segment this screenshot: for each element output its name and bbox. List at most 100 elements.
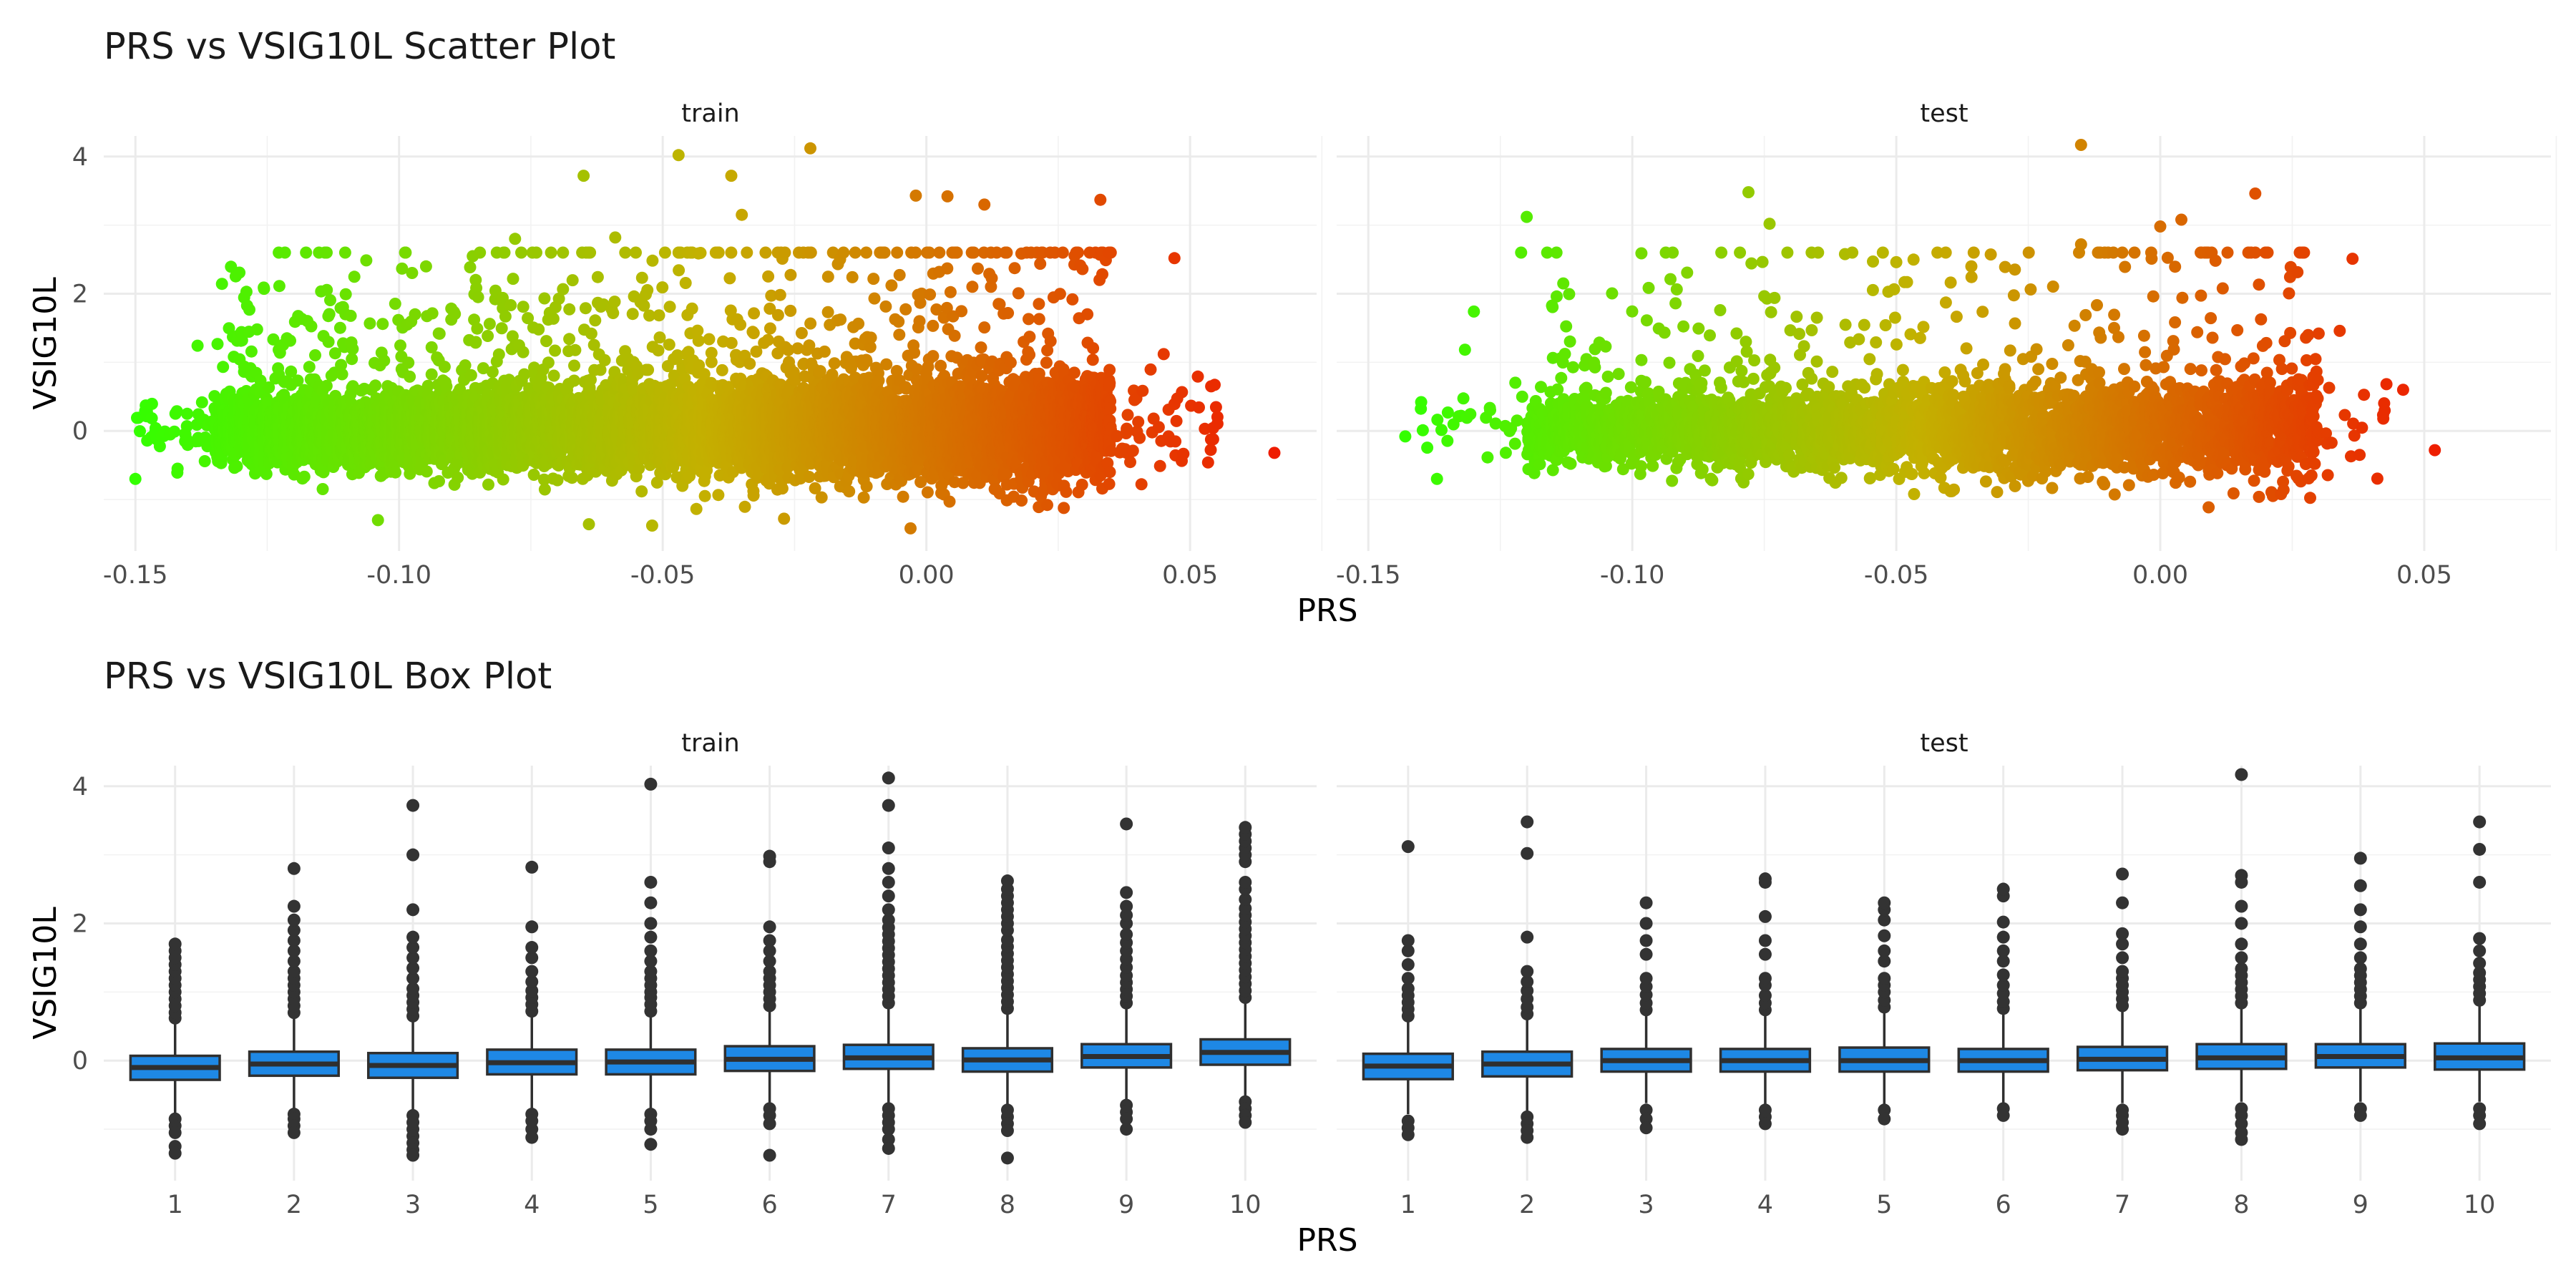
scatter-point [747,327,760,339]
scatter-point [747,489,760,502]
scatter-point [545,246,557,259]
scatter-point [723,272,736,285]
scatter-point [486,366,499,379]
scatter-title: PRS vs VSIG10L Scatter Plot [104,26,615,68]
scatter-point [360,254,373,267]
scatter-point [426,307,439,320]
scatter-point [145,412,158,424]
scatter-point [694,247,707,259]
scatter-point [482,330,494,342]
scatter-point [230,460,243,473]
scatter-point [530,246,542,259]
scatter-point [743,357,756,370]
scatter-point [399,246,412,259]
scatter-point [725,336,738,349]
scatter-point [540,335,552,348]
scatter-point [679,277,692,289]
scatter-point [303,361,316,374]
y-tick-label: 0 [72,417,88,446]
scatter-point [469,336,482,348]
scatter-point [134,425,146,438]
scatter-point [563,333,576,346]
scatter-point [741,246,753,259]
scatter-point [389,298,401,310]
scatter-point [656,281,669,294]
scatter-point [316,483,329,495]
scatter-point [563,303,576,316]
scatter-point [419,260,432,273]
scatter-x-axis-label: PRS [1297,592,1357,629]
scatter-point [323,308,336,321]
scatter-point [153,440,166,453]
scatter-chart: PRS vs VSIG10L Scatter Plot train test P… [27,26,2557,629]
scatter-point [641,284,654,296]
scatter-point [504,299,517,311]
scatter-point [198,455,211,467]
scatter-point [608,296,621,308]
scatter-point [598,353,611,366]
scatter-point [759,246,772,259]
scatter-point [243,303,255,316]
scatter-point [250,323,263,336]
scatter-point [517,301,530,313]
scatter-point [538,483,551,496]
scatter-point [402,356,415,369]
scatter-point [518,368,531,381]
scatter-point [322,336,335,348]
scatter-point [191,339,204,352]
scatter-point [672,149,685,162]
scatter-point [233,266,246,279]
scatter-point [645,519,658,532]
scatter-point [507,273,519,286]
y-tick-label: 2 [72,280,88,308]
scatter-point [195,396,208,409]
scatter-point [452,472,464,484]
scatter-point [748,307,761,320]
scatter-point [394,339,406,352]
scatter-point [712,246,725,259]
scatter-point [321,246,333,259]
scatter-point [498,246,511,259]
scatter-point [371,514,384,527]
scatter-point [716,364,728,376]
scatter-point [338,246,351,259]
scatter-point [734,318,747,331]
scatter-point [225,260,238,273]
scatter-point [565,472,578,484]
scatter-point [260,467,273,480]
scatter-point [406,267,419,279]
scatter-point [254,374,267,387]
scatter-point [538,292,551,305]
scatter-point [240,286,253,298]
scatter-point [425,368,438,381]
scatter-point [339,288,352,301]
scatter-point [217,361,230,374]
scatter-point [300,246,313,259]
scatter-point [515,246,527,259]
scatter-point [346,343,359,356]
scatter-strip-test: test [1920,99,1968,128]
scatter-point [547,369,560,382]
scatter-point [305,320,318,333]
scatter-point [499,310,512,323]
scatter-point [171,462,184,475]
scatter-point [761,333,774,346]
scatter-point [376,318,389,331]
scatter-point [577,170,590,182]
scatter-point [273,280,286,293]
scatter-point [420,465,433,478]
scatter-point [763,322,776,335]
x-tick-label: 0.05 [1162,561,1218,590]
scatter-point [258,283,270,296]
scatter-point [736,208,748,221]
scatter-point [690,502,703,515]
scatter-point [663,301,676,313]
scatter-point [582,518,595,531]
scatter-point [471,322,484,335]
scatter-point [438,361,451,374]
scatter-point [738,500,751,513]
scatter-point [585,327,597,340]
scatter-point [517,346,530,358]
